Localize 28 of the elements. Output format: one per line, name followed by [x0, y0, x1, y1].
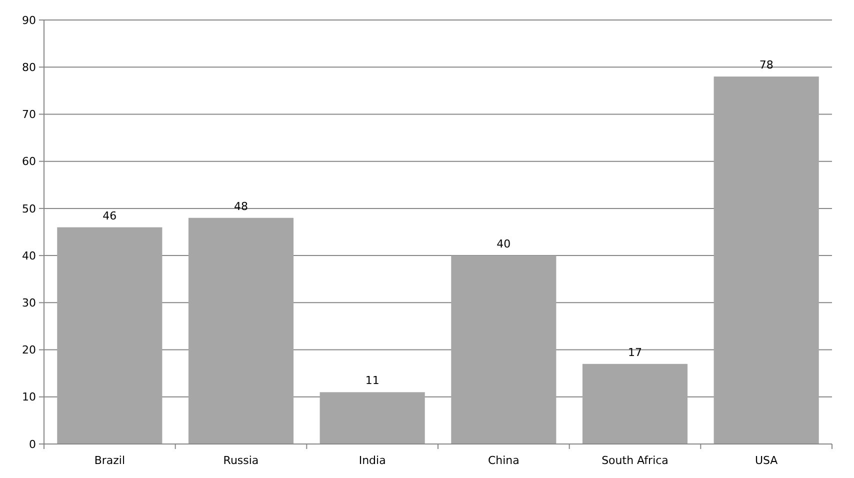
data-label: 11 — [365, 374, 380, 388]
data-label: 46 — [102, 209, 117, 222]
x-tick-label: Russia — [223, 454, 259, 467]
y-tick-label: 0 — [29, 438, 36, 451]
bar — [714, 76, 819, 444]
data-label: 40 — [496, 238, 511, 251]
x-tick-label: China — [488, 454, 520, 467]
x-tick-label: South Africa — [602, 454, 668, 467]
y-tick-label: 30 — [22, 296, 36, 310]
x-tick-label: Brazil — [94, 454, 126, 467]
y-tick-label: 50 — [22, 202, 36, 216]
y-tick-label: 10 — [22, 390, 36, 404]
x-tick-label: USA — [754, 454, 778, 467]
data-label: 78 — [759, 58, 774, 72]
data-label: 48 — [234, 200, 248, 213]
bar — [451, 256, 556, 444]
y-tick-label: 70 — [22, 108, 36, 122]
x-tick-label: India — [358, 454, 386, 467]
y-tick-label: 90 — [22, 14, 36, 27]
y-tick-label: 40 — [22, 249, 36, 262]
data-label: 17 — [628, 346, 642, 359]
bar — [188, 218, 294, 444]
y-tick-label: 60 — [22, 155, 36, 168]
bar — [57, 227, 162, 444]
y-tick-label: 80 — [22, 60, 36, 74]
y-tick-label: 20 — [22, 344, 36, 357]
bar — [320, 392, 425, 444]
bar — [582, 364, 688, 444]
